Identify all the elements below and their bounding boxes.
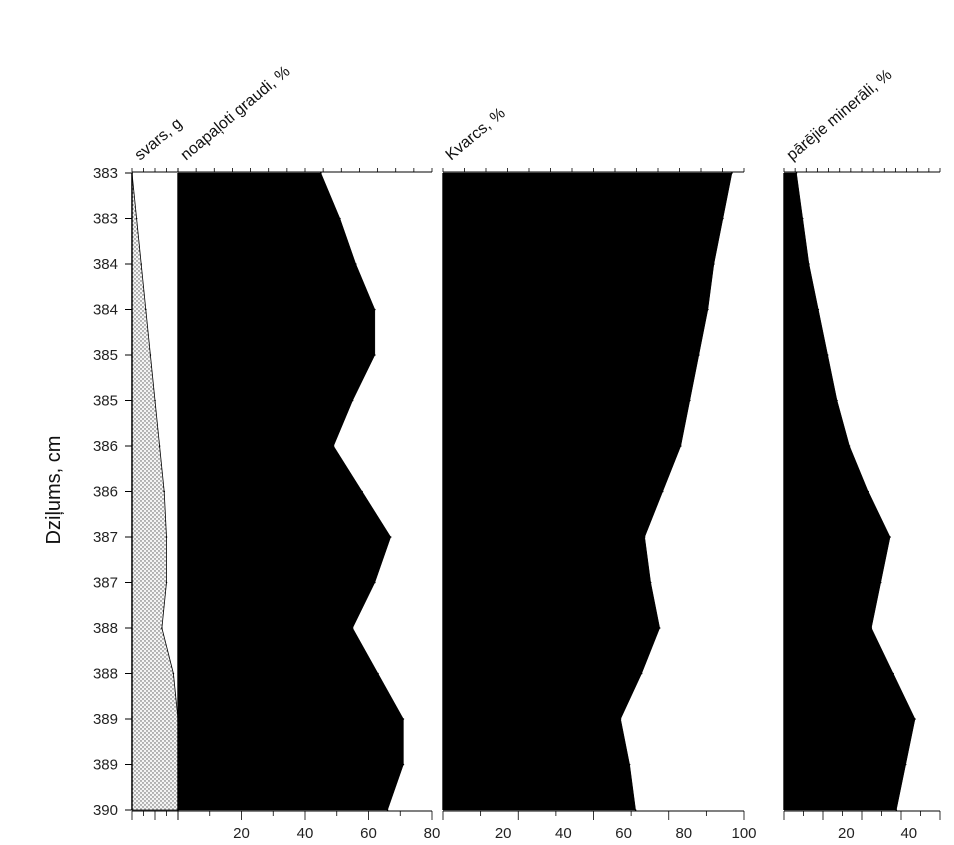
data-point (145, 309, 147, 311)
series-area (443, 173, 732, 810)
data-point (154, 400, 156, 402)
data-point (159, 445, 161, 447)
data-point (892, 673, 894, 675)
data-point (849, 445, 851, 447)
data-point (403, 718, 405, 720)
depth-tick-label: 385 (93, 347, 118, 364)
data-point (641, 673, 643, 675)
data-point (390, 536, 392, 538)
data-point (867, 491, 869, 493)
data-point (620, 718, 622, 720)
data-point (374, 354, 376, 356)
panel-title: svars, g (132, 115, 186, 164)
data-point (352, 627, 354, 629)
panel-title: Kvarcs, % (443, 105, 509, 164)
depth-tick-label: 390 (93, 802, 118, 819)
series-area (178, 173, 403, 810)
depth-tick-label: 384 (93, 256, 118, 273)
data-point (161, 627, 163, 629)
depth-tick-label: 389 (93, 757, 118, 774)
panel-title: pārējie minerāli, % (784, 66, 896, 164)
depth-tick-label: 387 (93, 575, 118, 592)
panel-2: 20 40 60 80 noapaļoti graudi, % (178, 63, 441, 842)
data-point (808, 263, 810, 265)
data-point (722, 218, 724, 220)
data-point (355, 263, 357, 265)
data-point (377, 673, 379, 675)
data-point (713, 263, 715, 265)
data-point (659, 627, 661, 629)
data-point (403, 764, 405, 766)
x-tick-label: 60 (615, 825, 632, 842)
data-point (662, 491, 664, 493)
panel-title: noapaļoti graudi, % (178, 63, 294, 164)
series-area (132, 173, 178, 810)
data-point (140, 263, 142, 265)
data-point (333, 445, 335, 447)
data-point (905, 764, 907, 766)
x-tick-label: 80 (675, 825, 692, 842)
data-point (166, 582, 168, 584)
data-point (914, 718, 916, 720)
x-tick-label: 20 (495, 825, 512, 842)
depth-tick-label: 386 (93, 438, 118, 455)
x-tick-label: 40 (900, 825, 917, 842)
depth-tick-label: 388 (93, 620, 118, 637)
depth-tick-label: 385 (93, 393, 118, 410)
x-tick-label: 40 (555, 825, 572, 842)
depth-tick-label: 387 (93, 529, 118, 546)
data-point (880, 582, 882, 584)
data-point (650, 582, 652, 584)
x-tick-label: 40 (297, 825, 314, 842)
data-point (836, 400, 838, 402)
data-point (644, 536, 646, 538)
y-axis-label: Dziļums, cm (43, 436, 65, 545)
data-point (707, 309, 709, 311)
x-tick-label: 80 (424, 825, 441, 842)
depth-tick-label: 383 (93, 165, 118, 182)
depth-tick-label: 389 (93, 711, 118, 728)
data-point (166, 536, 168, 538)
depth-axis: 383 383 384 384 385 385 386 386 387 387 388 388 389 3… (93, 165, 132, 819)
data-point (173, 673, 175, 675)
data-point (374, 309, 376, 311)
data-point (629, 764, 631, 766)
depth-tick-label: 383 (93, 211, 118, 228)
data-point (136, 218, 138, 220)
data-point (689, 400, 691, 402)
data-point (802, 218, 804, 220)
data-point (889, 536, 891, 538)
data-point (150, 354, 152, 356)
data-point (339, 218, 341, 220)
data-point (374, 582, 376, 584)
data-point (871, 627, 873, 629)
depth-tick-label: 384 (93, 302, 118, 319)
series-area (784, 173, 915, 810)
depth-tick-label: 388 (93, 666, 118, 683)
depth-tick-label: 386 (93, 484, 118, 501)
data-point (352, 400, 354, 402)
data-point (698, 354, 700, 356)
panel-4: 20 40 pārējie minerāli, % (784, 66, 940, 842)
x-tick-label: 100 (731, 825, 756, 842)
data-point (361, 491, 363, 493)
data-point (818, 309, 820, 311)
panels: svars, g 20 40 60 80 noapaļoti graudi, % 20 40 6… (131, 63, 940, 842)
x-tick-label: 20 (233, 825, 250, 842)
data-point (680, 445, 682, 447)
x-tick-label: 20 (838, 825, 855, 842)
panel-3: 20 40 60 80 100 Kvarcs, % (443, 105, 757, 842)
data-point (163, 491, 165, 493)
x-tick-label: 60 (360, 825, 377, 842)
data-point (827, 354, 829, 356)
